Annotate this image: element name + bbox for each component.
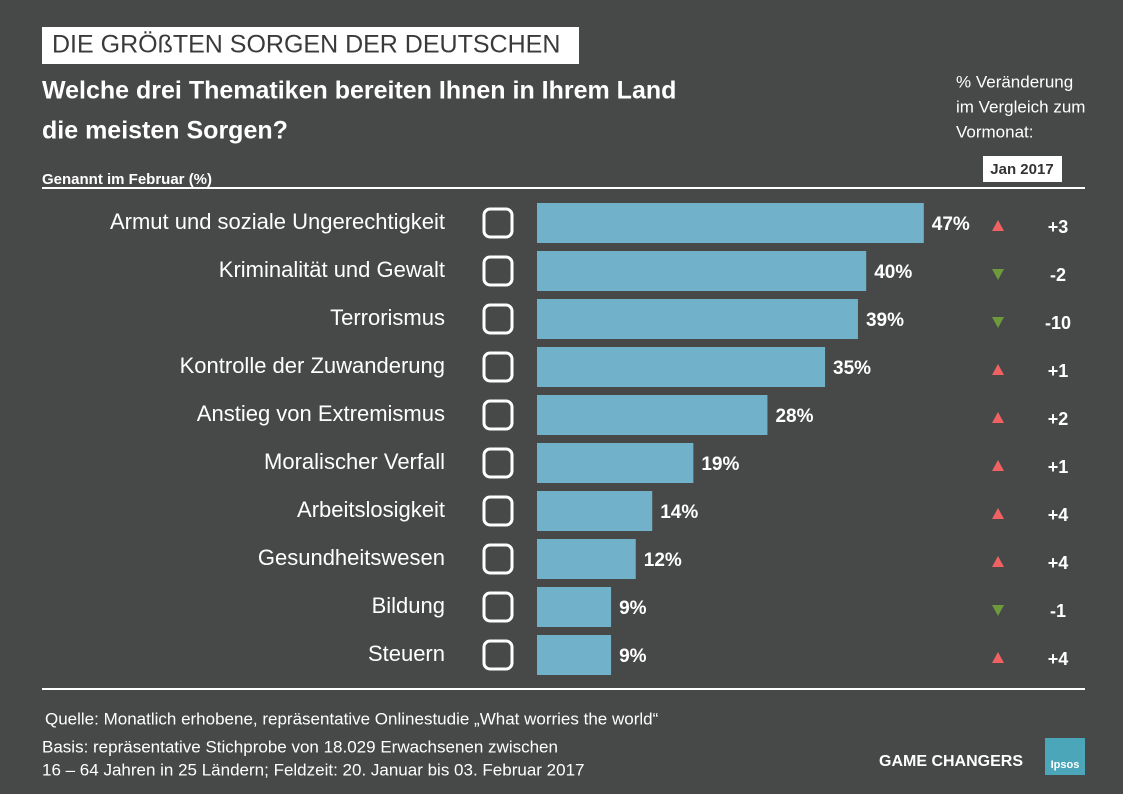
value-label: 28%	[775, 406, 813, 427]
bar	[537, 587, 612, 627]
change-arrow	[992, 269, 1004, 280]
change-arrow	[992, 652, 1004, 663]
category-label: Kontrolle der Zuwanderung	[180, 353, 445, 378]
icon	[482, 303, 514, 335]
change-label: +2	[1048, 409, 1069, 429]
change-label: +1	[1048, 361, 1069, 381]
value-label: 19%	[701, 454, 739, 475]
bar	[537, 491, 653, 531]
category-label: Gesundheitswesen	[258, 545, 445, 570]
icon	[482, 207, 514, 239]
category-label: Steuern	[368, 641, 445, 666]
title: die meisten Sorgen?	[42, 117, 288, 145]
change-arrow	[992, 317, 1004, 328]
category-label: Armut und soziale Ungerechtigkeit	[110, 209, 445, 234]
banner: DIE GRÖßTEN SORGEN DER DEUTSCHEN	[52, 31, 560, 59]
change-arrow	[992, 220, 1004, 231]
change-label: +4	[1048, 553, 1069, 573]
change-arrow	[992, 412, 1004, 423]
icon	[482, 543, 514, 575]
bar	[537, 299, 858, 339]
icon	[482, 447, 514, 479]
value-label: 40%	[874, 262, 912, 283]
tagline: GAME CHANGERS	[879, 753, 1023, 770]
change-arrow	[992, 605, 1004, 616]
column-label: Jan 2017	[990, 161, 1053, 178]
change-arrow	[992, 508, 1004, 519]
icon	[482, 255, 514, 287]
bar	[537, 443, 694, 483]
title: Welche drei Thematiken bereiten Ihnen in…	[42, 77, 676, 105]
value-label: 9%	[619, 598, 647, 619]
logo-box	[1045, 738, 1085, 775]
icon	[482, 351, 514, 383]
subtitle: Genannt im Februar (%)	[42, 171, 212, 188]
category-label: Anstieg von Extremismus	[197, 401, 445, 426]
change-label: -2	[1050, 265, 1066, 285]
category-label: Arbeitslosigkeit	[297, 497, 445, 522]
bar	[537, 539, 636, 579]
value-label: 35%	[833, 358, 871, 379]
column-label-box	[983, 156, 1062, 182]
banner-box	[42, 27, 579, 64]
category-label: Moralischer Verfall	[264, 449, 445, 474]
change-label: +3	[1048, 217, 1069, 237]
value-label: 47%	[932, 214, 970, 235]
value-label: 14%	[660, 502, 698, 523]
change-label: +4	[1048, 505, 1069, 525]
change-label: -1	[1050, 601, 1066, 621]
logo: Ipsos	[1051, 759, 1080, 771]
icon	[482, 399, 514, 431]
value-label: 39%	[866, 310, 904, 331]
icon	[482, 639, 514, 671]
category-label: Terrorismus	[330, 305, 445, 330]
source: Quelle: Monatlich erhobene, repräsentati…	[45, 709, 659, 728]
change-arrow	[992, 460, 1004, 471]
icon	[482, 591, 514, 623]
change-header: im Vergleich zum	[956, 97, 1085, 116]
bar	[537, 395, 768, 435]
change-label: +4	[1048, 649, 1069, 669]
change-arrow	[992, 364, 1004, 375]
category-label: Kriminalität und Gewalt	[219, 257, 445, 282]
change-label: -10	[1045, 313, 1071, 333]
value-label: 9%	[619, 646, 647, 667]
change-label: +1	[1048, 457, 1069, 477]
change-header: % Veränderung	[956, 72, 1073, 91]
value-label: 12%	[644, 550, 682, 571]
icon	[482, 495, 514, 527]
bar	[537, 347, 826, 387]
change-arrow	[992, 556, 1004, 567]
bar	[537, 203, 924, 243]
basis: 16 – 64 Jahren in 25 Ländern; Feldzeit: …	[42, 760, 584, 779]
bar	[537, 251, 867, 291]
bar	[537, 635, 612, 675]
change-header: Vormonat:	[956, 122, 1034, 141]
basis: Basis: repräsentative Stichprobe von 18.…	[42, 737, 558, 756]
category-label: Bildung	[372, 593, 445, 618]
